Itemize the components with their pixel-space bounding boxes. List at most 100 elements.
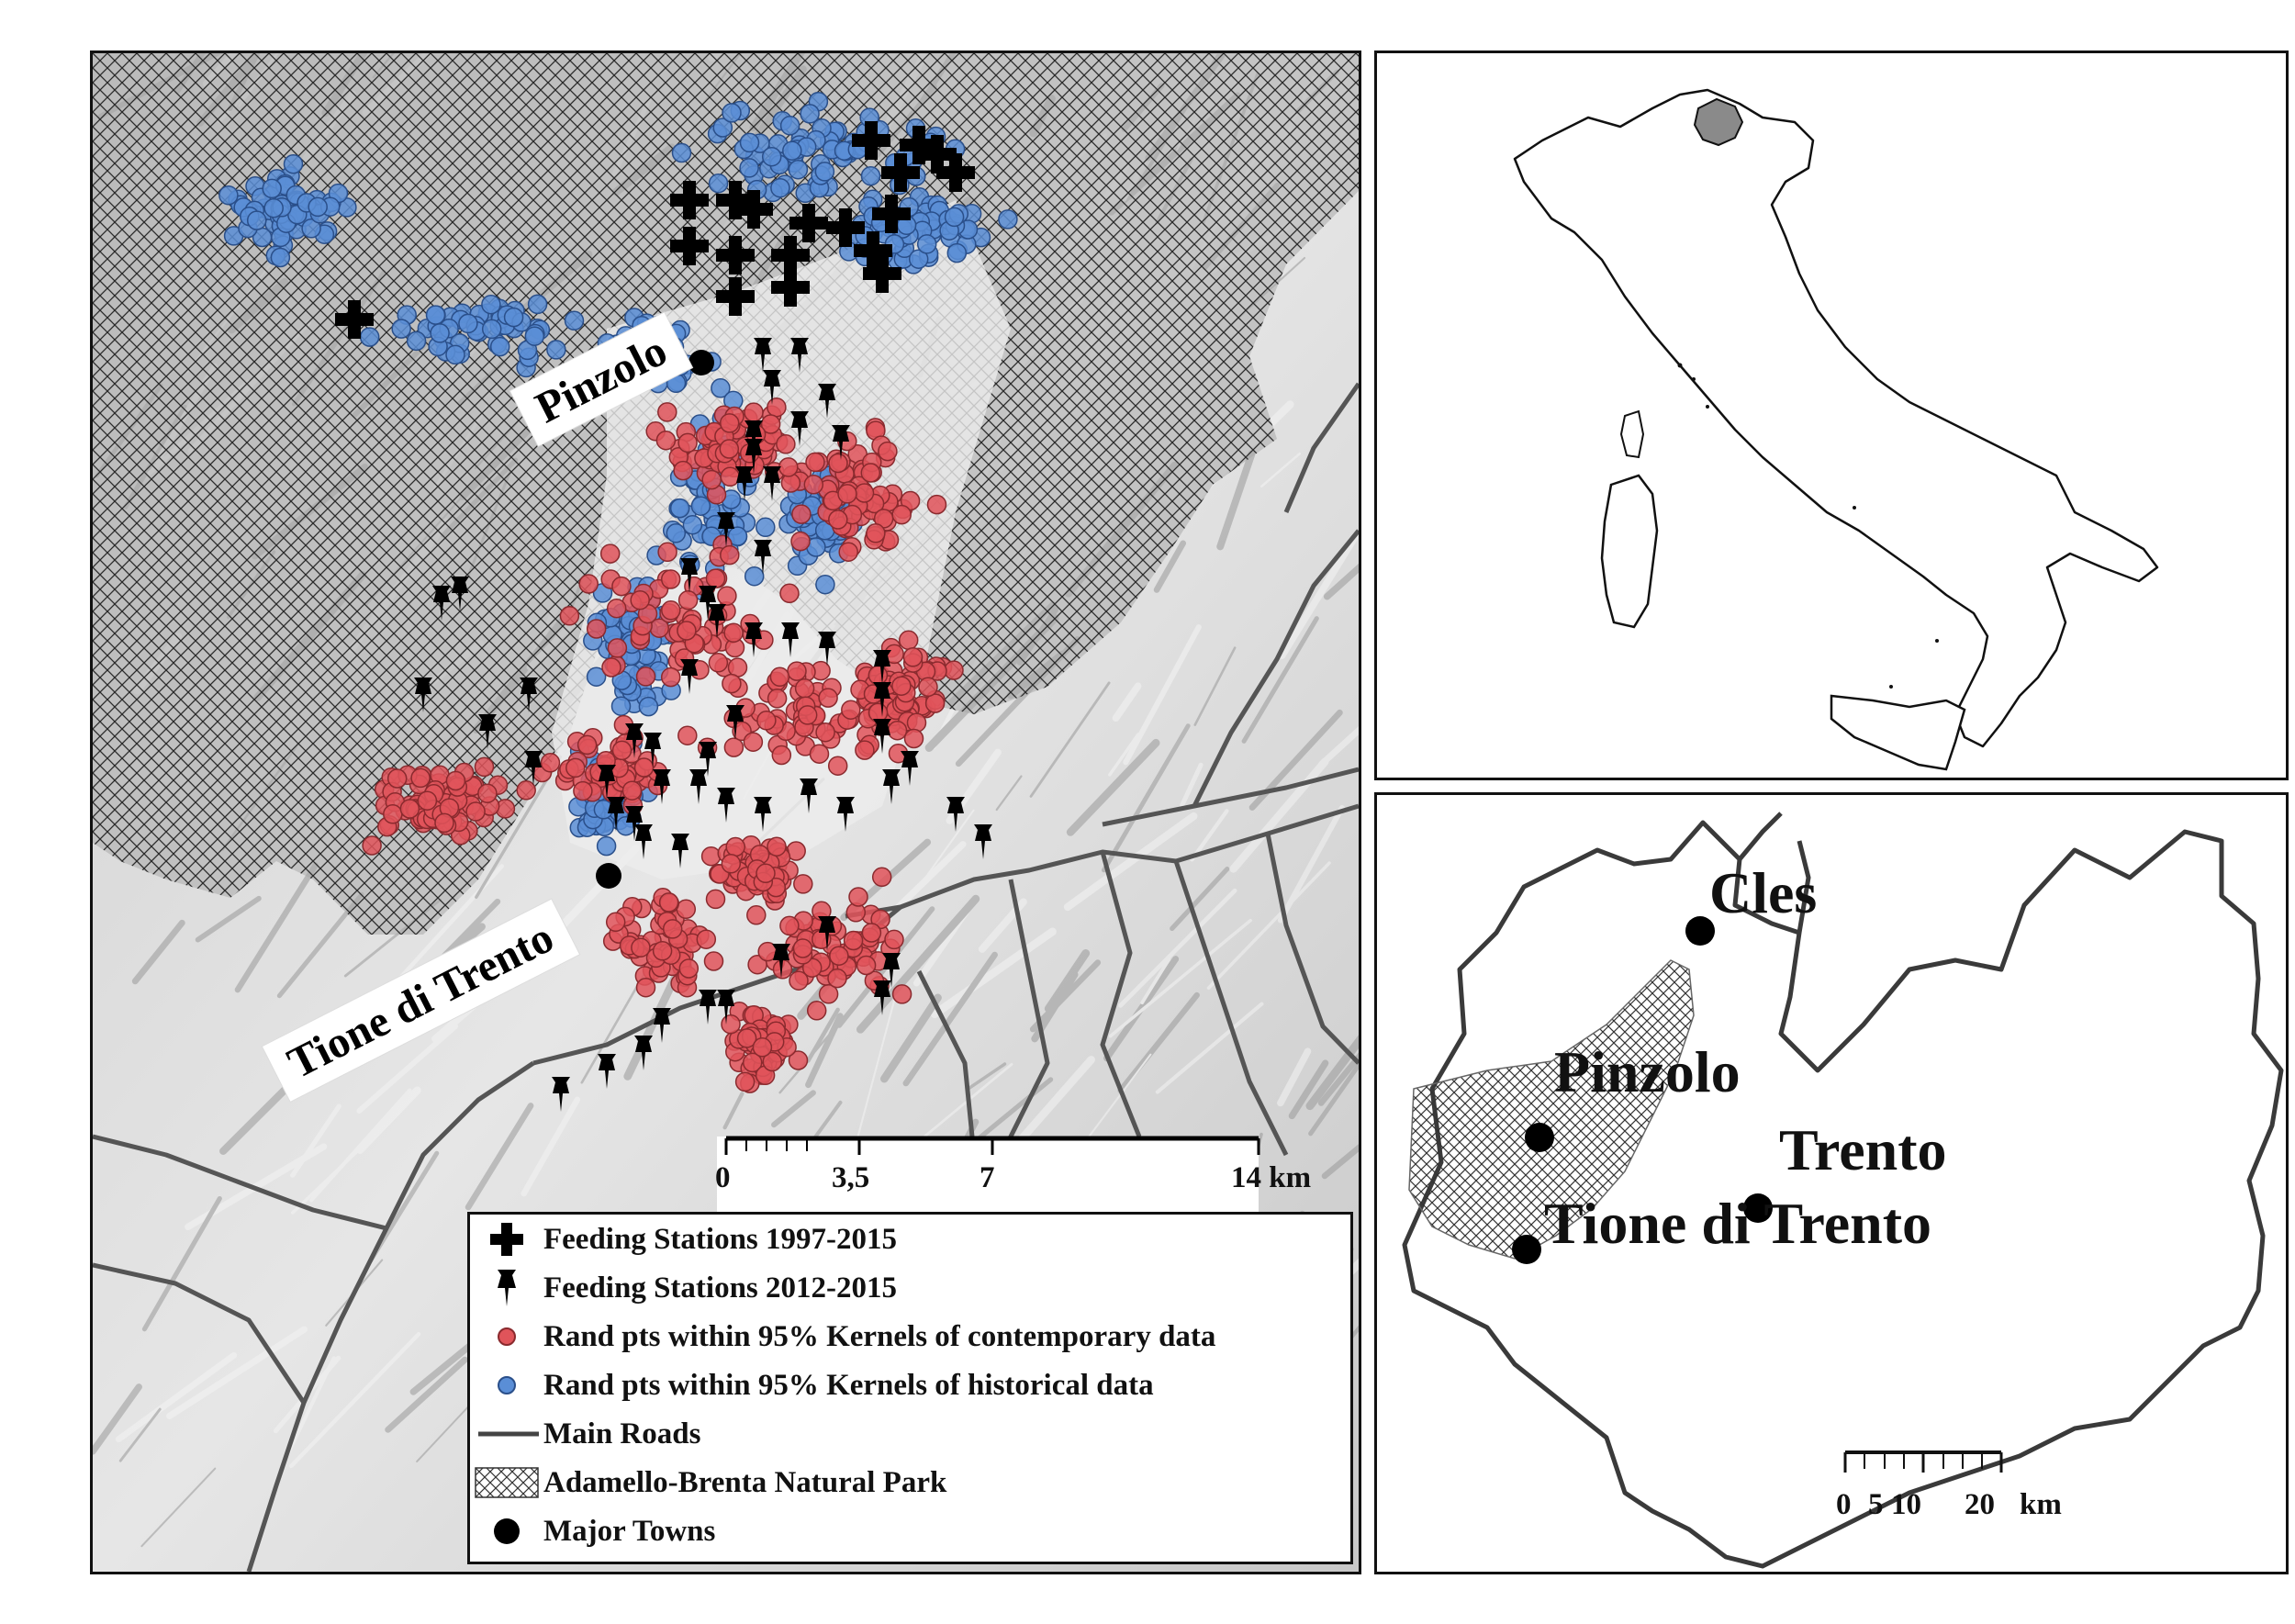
- contemporary-point: [779, 915, 800, 936]
- contemporary-point: [725, 836, 745, 857]
- historical-point: [263, 197, 284, 218]
- historical-point: [788, 159, 809, 180]
- feeding-station-2012-marker: [699, 990, 717, 1025]
- feeding-station-2012-marker: [432, 586, 451, 621]
- historical-point: [770, 177, 790, 198]
- legend-label: Rand pts within 95% Kernels of contempor…: [543, 1319, 1216, 1353]
- historical-point: [779, 116, 800, 136]
- feeding-station-2012-marker: [800, 778, 818, 813]
- contemporary-point: [657, 542, 677, 563]
- map-legend: Feeding Stations 1997-2015 Feeding Stati…: [467, 1212, 1353, 1564]
- contemporary-point: [577, 734, 598, 756]
- contemporary-point: [756, 863, 776, 884]
- contemporary-point: [655, 430, 677, 451]
- feeding-station-2012-marker: [671, 834, 689, 868]
- contemporary-point: [827, 756, 848, 776]
- legend-label: Rand pts within 95% Kernels of historica…: [543, 1368, 1154, 1402]
- feeding-station-2012-marker: [726, 705, 744, 740]
- historical-point: [218, 185, 239, 206]
- contemporary-point: [734, 1071, 756, 1092]
- scale-tick-7: 7: [980, 1161, 995, 1194]
- feeding-station-1997-marker: [771, 268, 810, 307]
- contemporary-point: [827, 968, 847, 989]
- contemporary-point: [720, 544, 740, 566]
- legend-row-feeding-1997: Feeding Stations 1997-2015: [470, 1218, 897, 1260]
- feeding-station-2012-marker: [478, 714, 497, 749]
- feeding-station-2012-marker: [882, 953, 901, 988]
- historical-point: [586, 666, 607, 687]
- contemporary-point: [771, 745, 792, 766]
- historical-point: [524, 326, 545, 346]
- historical-point: [860, 165, 881, 186]
- feeding-station-2012-marker: [744, 439, 763, 474]
- contemporary-point: [815, 722, 835, 743]
- contemporary-point: [573, 780, 593, 801]
- feeding-station-2012-marker: [763, 466, 781, 501]
- contemporary-point: [856, 955, 877, 976]
- historical-point: [682, 514, 703, 535]
- contemporary-point: [586, 619, 607, 639]
- contemporary-point: [860, 463, 881, 483]
- contemporary-point: [828, 510, 848, 530]
- contemporary-point: [717, 586, 737, 606]
- contemporary-point: [599, 543, 621, 564]
- town-dot-icon: [494, 1518, 520, 1544]
- feeding-station-2012-marker: [744, 420, 763, 455]
- historical-point: [690, 496, 711, 516]
- corsica-outline: [1619, 409, 1645, 459]
- historical-point: [916, 234, 937, 254]
- contemporary-point: [743, 732, 764, 752]
- contemporary-point: [805, 452, 825, 473]
- feeding-station-1997-marker: [716, 181, 755, 219]
- contemporary-point: [434, 812, 454, 834]
- historical-point: [814, 162, 835, 182]
- contemporary-point: [752, 1037, 773, 1058]
- contemporary-point: [809, 744, 830, 764]
- historical-point: [359, 327, 380, 347]
- contemporary-point: [818, 688, 838, 708]
- contemporary-point: [797, 705, 818, 725]
- feeding-station-2012-marker: [625, 723, 644, 758]
- contemporary-point: [861, 923, 882, 943]
- contemporary-point: [803, 475, 824, 495]
- legend-row-towns: Major Towns: [470, 1510, 715, 1552]
- inset-scale-5: 5: [1868, 1488, 1884, 1521]
- contemporary-point: [760, 414, 781, 434]
- contemporary-point: [658, 892, 679, 913]
- historical-point: [711, 378, 731, 398]
- contemporary-point: [465, 801, 486, 822]
- contemporary-point: [806, 1001, 827, 1021]
- legend-label: Feeding Stations 1997-2015: [543, 1222, 898, 1256]
- historical-point: [727, 526, 748, 546]
- inset-scale-bar: [1843, 1450, 2003, 1473]
- feeding-station-1997-marker: [863, 254, 901, 293]
- feeding-station-1997-marker: [789, 204, 828, 242]
- historical-point: [246, 210, 267, 230]
- pinzolo-inset-label: Pinzolo: [1554, 1039, 1741, 1104]
- pin-icon: [498, 1270, 516, 1306]
- contemporary-point: [703, 951, 724, 971]
- contemporary-point: [884, 929, 904, 950]
- legend-row-blue-points: Rand pts within 95% Kernels of historica…: [470, 1364, 1154, 1406]
- contemporary-point: [705, 568, 726, 588]
- contemporary-point: [701, 469, 722, 490]
- historical-point: [503, 307, 524, 328]
- contemporary-point: [677, 621, 697, 641]
- main-map-canvas: [93, 53, 1359, 1572]
- feeding-station-1997-marker: [335, 300, 374, 339]
- contemporary-point: [848, 887, 868, 907]
- feeding-station-2012-marker: [735, 466, 754, 501]
- contemporary-point: [756, 711, 777, 731]
- historical-point: [610, 696, 632, 716]
- contemporary-point: [855, 740, 875, 760]
- contemporary-point: [918, 677, 938, 698]
- contemporary-point: [578, 574, 599, 594]
- contemporary-point: [673, 460, 693, 481]
- historical-point: [756, 517, 776, 538]
- feeding-station-2012-marker: [699, 742, 717, 777]
- feeding-station-2012-marker: [598, 1054, 616, 1089]
- contemporary-point: [677, 589, 699, 610]
- feeding-station-2012-marker: [625, 806, 644, 841]
- trento-label: Trento: [1779, 1117, 1947, 1182]
- contemporary-point: [736, 1028, 757, 1048]
